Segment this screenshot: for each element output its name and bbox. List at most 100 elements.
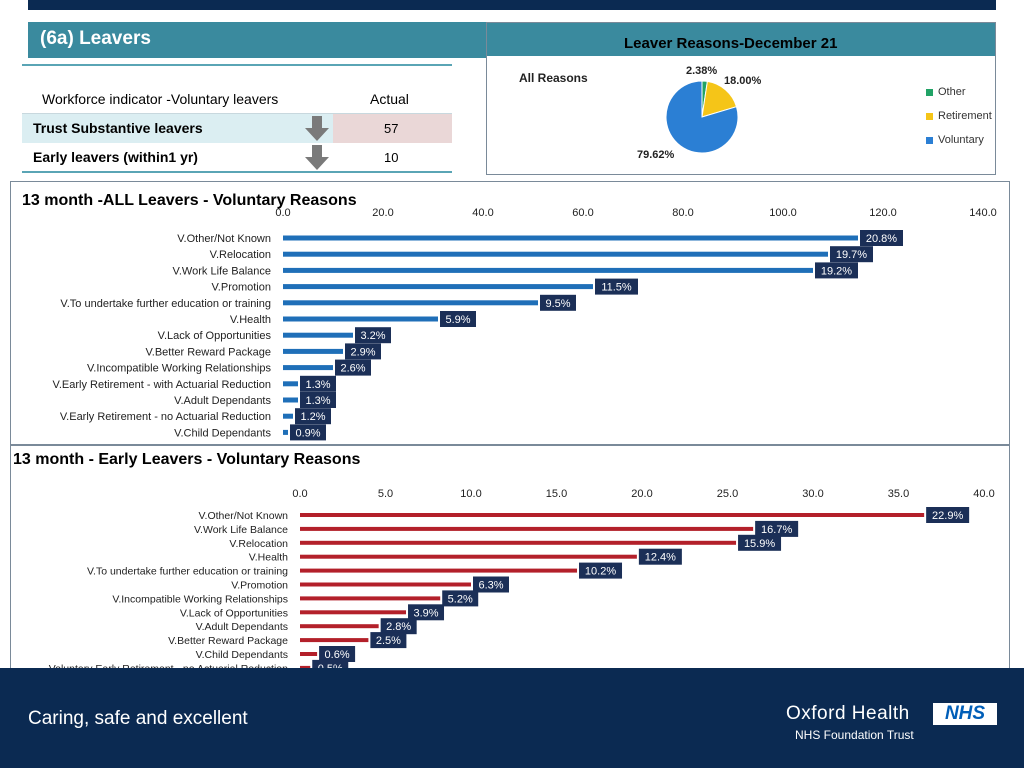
category-label: V.Other/Not Known (199, 510, 289, 522)
category-label: V.Child Dependants (174, 427, 271, 439)
bar (300, 652, 318, 656)
down-arrow-icon (305, 116, 329, 141)
bar (300, 665, 311, 670)
table-top-rule (22, 64, 452, 66)
x-tick-label: 120.0 (869, 207, 897, 219)
legend-item-retirement: Retirement (926, 110, 992, 122)
data-label-box (473, 576, 509, 593)
bar (283, 429, 288, 435)
category-label: V.Health (249, 552, 288, 564)
category-label: V.Incompatible Working Relationships (87, 363, 272, 375)
data-label-box (755, 520, 799, 537)
legend-swatch (926, 136, 933, 144)
x-tick-label: 25.0 (717, 488, 738, 500)
bar (300, 582, 471, 587)
footer-tagline: Caring, safe and excellent (28, 708, 248, 729)
data-label: 19.2% (821, 265, 852, 277)
pie-slice-retirement (701, 80, 738, 118)
category-label: V.Relocation (210, 249, 271, 261)
x-tick-label: 100.0 (769, 207, 797, 219)
data-label-box (815, 262, 858, 279)
data-label: 3.2% (360, 330, 385, 342)
legend-item-voluntary: Voluntary (926, 134, 984, 146)
category-label: V.To undertake further education or trai… (60, 298, 271, 310)
data-label-box (860, 230, 903, 246)
category-label: V.Child Dependants (196, 649, 288, 661)
x-tick-label: 80.0 (672, 207, 693, 219)
data-label: 12.4% (645, 552, 676, 564)
x-tick-label: 30.0 (802, 488, 823, 500)
row-value-early-leavers: 10 (384, 150, 399, 165)
bar (283, 348, 343, 354)
category-label: V.Other/Not Known (177, 233, 271, 245)
all-leavers-bar-chart: 0.0 20.0 40.0 60.0 80.0 100.0 120.0 140.0 V.Othe… (53, 207, 997, 441)
pie-label-voluntary: 79.62% (637, 149, 675, 161)
x-tick-label: 0.0 (292, 488, 307, 500)
data-label: 3.9% (413, 607, 438, 619)
pie-chart-title: Leaver Reasons-December 21 (624, 35, 838, 52)
data-label: 5.2% (448, 593, 473, 605)
bar (283, 397, 298, 403)
data-label-box (579, 562, 623, 579)
data-label: 20.8% (866, 233, 897, 245)
bar (283, 332, 353, 338)
category-label: V.To undertake further education or trai… (87, 566, 288, 578)
data-label-box (380, 618, 417, 635)
category-label: V.Adult Dependants (174, 395, 271, 407)
bar (283, 235, 858, 241)
indicator-header-value: Actual (370, 91, 409, 107)
data-label: 1.2% (300, 411, 325, 423)
row-value-trust-substantive: 57 (384, 121, 399, 136)
category-label: V.Better Reward Package (168, 635, 288, 647)
page-title: (6a) Leavers (40, 28, 151, 49)
legend-label: Voluntary (938, 134, 984, 146)
data-label-box (370, 632, 407, 649)
data-label: 2.6% (340, 363, 365, 375)
data-label: 0.6% (325, 649, 350, 661)
bar (300, 638, 369, 643)
org-name: Oxford Health (786, 703, 910, 724)
value-cell-highlight (333, 114, 452, 143)
data-label: 0.9% (295, 427, 320, 439)
x-tick-label: 35.0 (888, 488, 909, 500)
bar (283, 316, 438, 322)
category-label: V.Early Retirement - no Actuarial Reduct… (60, 411, 271, 423)
category-label: V.Lack of Opportunities (158, 330, 272, 342)
nhs-logo: NHS (933, 703, 997, 725)
bar (283, 267, 813, 273)
data-label: 2.5% (376, 635, 401, 647)
x-tick-label: 0.0 (275, 207, 290, 219)
pie-label-other: 2.38% (686, 65, 718, 77)
indicator-header-label: Workforce indicator -Voluntary leavers (42, 91, 279, 107)
category-label: V.Adult Dependants (196, 621, 288, 633)
table-bottom-rule (22, 171, 452, 173)
bar (300, 610, 407, 615)
data-label-box (408, 604, 445, 621)
category-label: V.Incompatible Working Relationships (112, 593, 288, 605)
data-label: 1.3% (305, 379, 330, 391)
bar (300, 513, 925, 517)
data-label-box (290, 424, 326, 441)
data-label-box (440, 311, 476, 327)
early-leavers-title: 13 month - Early Leavers - Voluntary Rea… (13, 451, 361, 468)
data-label-box (355, 327, 391, 344)
data-label: 10.2% (585, 566, 616, 578)
data-label-box (319, 646, 356, 662)
data-label-box (295, 408, 331, 425)
bar (283, 365, 333, 371)
table-rule (22, 143, 452, 144)
bar (283, 251, 828, 257)
bar (283, 381, 298, 387)
data-label-box (830, 246, 873, 263)
down-arrow-icon (305, 145, 329, 170)
data-label-box (335, 359, 371, 376)
data-label-box (638, 548, 682, 565)
data-label-box (345, 343, 381, 360)
category-label: V.Health (230, 314, 271, 326)
bar (283, 284, 593, 290)
bar (300, 596, 441, 601)
bar (300, 568, 578, 573)
bar (283, 413, 293, 419)
row-label-trust-substantive: Trust Substantive leavers (33, 120, 203, 136)
